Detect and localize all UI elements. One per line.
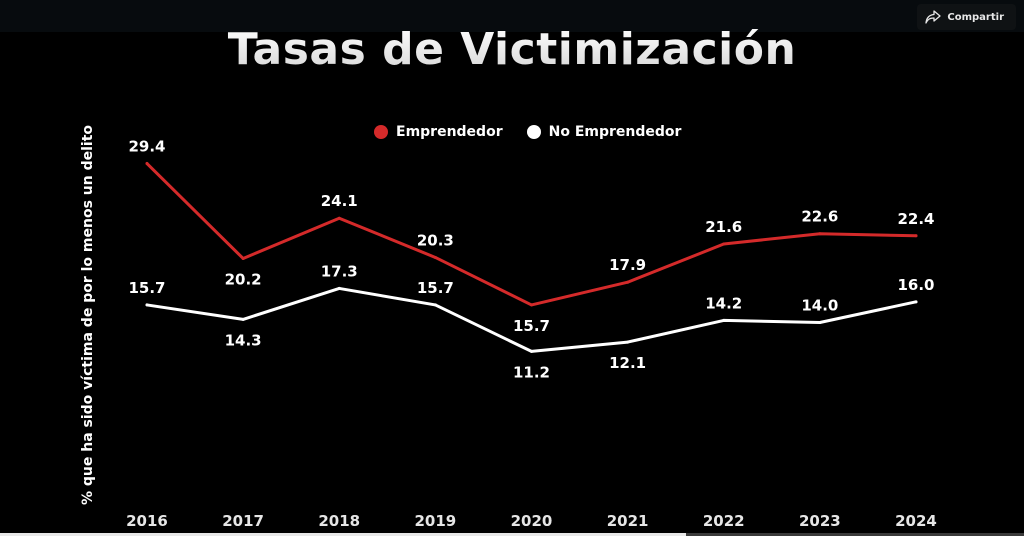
data-label: 20.3 bbox=[417, 231, 454, 249]
legend-label-no-emprendedor: No Emprendedor bbox=[548, 124, 682, 140]
data-point bbox=[626, 280, 630, 284]
x-tick-label: 2016 bbox=[126, 512, 168, 530]
data-label: 24.1 bbox=[321, 192, 358, 210]
top-bar bbox=[0, 0, 1024, 32]
data-point bbox=[241, 256, 245, 260]
x-tick-label: 2020 bbox=[511, 512, 553, 530]
data-label: 17.3 bbox=[321, 262, 358, 280]
share-arrow-icon bbox=[925, 10, 942, 24]
legend-label-emprendedor: Emprendedor bbox=[396, 124, 503, 140]
data-label: 29.4 bbox=[128, 138, 165, 156]
legend: Emprendedor No Emprendedor bbox=[374, 124, 681, 140]
data-point bbox=[722, 318, 726, 322]
series-line-emprendedor bbox=[145, 162, 918, 307]
legend-swatch-emprendedor bbox=[374, 125, 388, 139]
data-label: 15.7 bbox=[128, 279, 165, 297]
legend-swatch-no-emprendedor bbox=[526, 125, 541, 139]
data-point bbox=[914, 300, 918, 304]
data-point bbox=[145, 162, 149, 166]
data-label: 20.2 bbox=[225, 270, 262, 288]
data-point bbox=[722, 242, 726, 246]
share-label: Compartir bbox=[947, 11, 1004, 23]
data-point bbox=[530, 303, 533, 307]
x-tick-label: 2017 bbox=[222, 512, 264, 530]
data-label: 14.3 bbox=[225, 331, 262, 349]
data-label: 11.2 bbox=[513, 363, 550, 381]
data-label: 22.4 bbox=[897, 210, 934, 228]
x-tick-label: 2024 bbox=[895, 512, 937, 530]
data-label: 22.6 bbox=[801, 208, 838, 226]
data-point bbox=[337, 216, 341, 220]
data-label: 17.9 bbox=[609, 256, 646, 274]
data-label: 14.2 bbox=[705, 294, 742, 312]
x-tick-label: 2023 bbox=[799, 512, 841, 530]
data-label: 12.1 bbox=[609, 354, 646, 372]
progress-fill bbox=[0, 533, 687, 536]
data-point bbox=[433, 255, 437, 259]
data-label: 21.6 bbox=[705, 218, 742, 236]
x-tick-label: 2019 bbox=[415, 512, 457, 530]
x-tick-label: 2018 bbox=[318, 512, 360, 530]
data-label: 15.7 bbox=[513, 317, 550, 335]
data-label: 15.7 bbox=[417, 279, 454, 297]
data-point bbox=[241, 317, 245, 321]
legend-item-emprendedor: Emprendedor bbox=[374, 124, 503, 140]
data-point bbox=[530, 349, 533, 353]
data-point bbox=[337, 286, 341, 290]
data-point bbox=[818, 320, 822, 324]
x-tick-label: 2022 bbox=[703, 512, 745, 530]
legend-item-no-emprendedor: No Emprendedor bbox=[526, 124, 682, 140]
chart-title: Tasas de Victimización bbox=[0, 24, 1024, 75]
data-label: 14.0 bbox=[801, 296, 838, 314]
share-button[interactable]: Compartir bbox=[917, 4, 1016, 30]
data-label: 16.0 bbox=[897, 276, 934, 294]
data-point bbox=[433, 303, 437, 307]
data-point bbox=[818, 232, 822, 236]
data-point bbox=[914, 234, 918, 238]
x-tick-label: 2021 bbox=[607, 512, 649, 530]
data-point bbox=[626, 340, 630, 344]
progress-bar[interactable] bbox=[0, 533, 1024, 536]
data-point bbox=[145, 303, 149, 307]
